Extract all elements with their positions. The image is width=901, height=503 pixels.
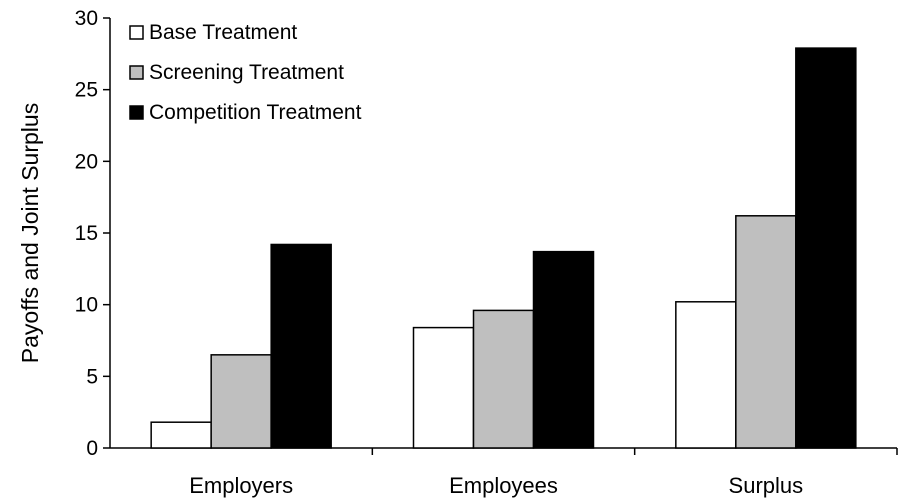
bar (472, 309, 535, 449)
y-tick-label: 10 (75, 294, 98, 317)
legend-swatch (129, 65, 144, 80)
x-category-label: Employees (449, 473, 558, 498)
x-category-label: Surplus (729, 473, 804, 498)
y-tick-label: 0 (86, 437, 98, 460)
y-axis-ticks: 0 5 10 15 20 25 30 (75, 7, 110, 460)
bar (270, 243, 332, 449)
legend-label: Base Treatment (149, 21, 297, 44)
bar (675, 301, 737, 449)
y-tick-label: 5 (86, 365, 98, 388)
bars (150, 47, 857, 449)
legend-swatch (129, 25, 144, 40)
bar (150, 421, 212, 449)
bar (210, 354, 272, 449)
bar (532, 250, 595, 449)
legend: Base Treatment Screening Treatment Competi… (129, 21, 362, 124)
legend-label: Competition Treatment (149, 101, 362, 124)
y-axis-title: Payoffs and Joint Surplus (17, 103, 43, 363)
y-tick-label: 30 (75, 7, 98, 30)
bar (735, 215, 797, 449)
bar (795, 47, 857, 449)
legend-label: Screening Treatment (149, 61, 344, 84)
x-axis-categories: Employers Employees Surplus (189, 448, 898, 498)
bar (412, 326, 475, 449)
y-tick-label: 20 (75, 150, 98, 173)
y-tick-label: 25 (75, 79, 98, 102)
y-tick-label: 15 (75, 222, 98, 245)
x-category-label: Employers (189, 473, 293, 498)
legend-swatch (129, 105, 144, 120)
